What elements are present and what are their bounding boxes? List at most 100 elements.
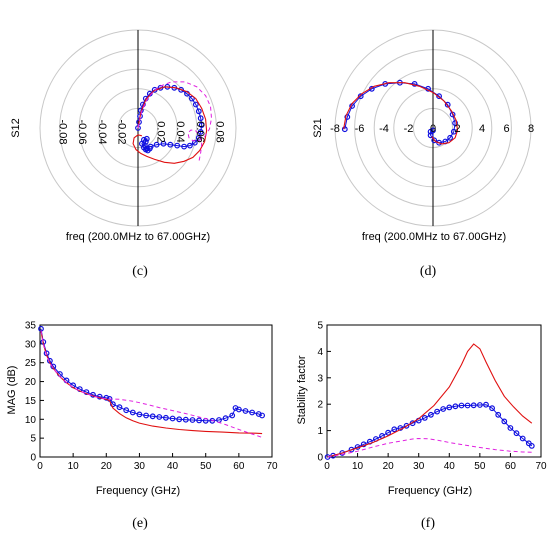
data-point-measured-35 xyxy=(242,408,249,414)
data-point-measured-24 xyxy=(176,416,183,423)
x-tick-label: 50 xyxy=(200,461,212,472)
x-axis-label: Frequency (GHz) xyxy=(388,485,472,497)
data-point-measured-23 xyxy=(470,402,477,409)
data-point-measured-20 xyxy=(430,127,436,134)
radial-tick-label: -0.04 xyxy=(96,119,108,144)
data-point-measured-38 xyxy=(259,412,266,419)
data-point-measured-22 xyxy=(162,414,169,421)
caption-c: (c) xyxy=(132,264,148,279)
panel-f-stability-chart: 0 10 20 30 40 50 60 70 0 1 2 3 4 5 Stability factor F… xyxy=(296,321,547,532)
x-tick-label: 70 xyxy=(535,461,547,472)
radial-tick-label: 0.08 xyxy=(213,121,225,142)
data-point-measured-13 xyxy=(450,128,457,135)
data-point-measured-13 xyxy=(188,95,195,102)
x-tick-label: 40 xyxy=(444,461,456,472)
data-point-measured-21 xyxy=(186,142,193,149)
radial-tick-labels: -8 -6 -4 -2 0 2 4 6 8 xyxy=(330,123,534,135)
data-point-measured-30 xyxy=(513,430,520,437)
radial-tick-label: -2 xyxy=(404,123,414,135)
data-point-measured-12 xyxy=(452,120,459,126)
data-point-measured-7 xyxy=(411,80,418,87)
data-point-measured-11 xyxy=(178,86,185,93)
x-tick-label: 60 xyxy=(505,461,517,472)
radial-tick-label: -0.06 xyxy=(76,119,88,144)
data-point-measured-3 xyxy=(357,93,364,100)
data-point-measured-17 xyxy=(434,408,441,415)
caption-f: (f) xyxy=(421,516,435,531)
series-measured-line xyxy=(327,404,533,458)
data-point-measured-9 xyxy=(436,93,443,100)
x-tick-label: 10 xyxy=(68,461,80,472)
data-point-measured-29 xyxy=(507,425,514,431)
data-point-measured-34 xyxy=(235,406,242,413)
y-tick-label: 5 xyxy=(30,434,36,445)
data-point-measured-12 xyxy=(403,422,410,429)
panel-c-s12-polar: -0.08 -0.06 -0.04 -0.02 0.02 0.04 0.06 0.08 S12… xyxy=(10,29,237,279)
radial-tick-label: -4 xyxy=(379,123,389,135)
data-point-measured-18 xyxy=(440,406,447,412)
data-point-measured-18 xyxy=(427,132,434,139)
x-tick-label: 40 xyxy=(167,461,179,472)
x-axis-label: freq (200.0MHz to 67.00GHz) xyxy=(66,231,210,243)
data-point-measured-22 xyxy=(464,402,471,409)
data-point-measured-17 xyxy=(198,122,205,128)
y-tick-label: 25 xyxy=(25,358,37,369)
data-point-measured-36 xyxy=(249,409,256,416)
data-point-measured-16 xyxy=(436,139,443,146)
data-point-measured-15 xyxy=(421,415,428,421)
series-layer xyxy=(324,343,535,460)
y-axis-label: S21 xyxy=(312,118,324,138)
x-tick-label: 70 xyxy=(266,461,278,472)
data-point-measured-21 xyxy=(156,414,163,420)
radial-tick-label: -0.02 xyxy=(115,119,127,144)
data-point-measured-37 xyxy=(146,145,153,152)
y-tick-label: 2 xyxy=(317,400,323,411)
y-tick-label: 10 xyxy=(25,415,37,426)
caption-d: (d) xyxy=(420,264,437,279)
y-axis-label: S12 xyxy=(10,118,22,138)
data-point-measured-1 xyxy=(344,114,351,120)
data-point-measured-25 xyxy=(160,140,167,147)
y-tick-label: 0 xyxy=(30,453,36,464)
x-tick-label: 30 xyxy=(134,461,146,472)
data-point-measured-24 xyxy=(167,141,174,148)
data-point-measured-9 xyxy=(83,389,90,396)
data-point-measured-14 xyxy=(192,101,199,108)
data-point-measured-0 xyxy=(341,126,348,133)
y-tick-label: 0 xyxy=(317,453,323,464)
data-point-measured-26 xyxy=(189,417,196,423)
data-point-measured-15 xyxy=(195,108,202,115)
radial-tick-label: 0.06 xyxy=(194,121,206,142)
axes: 0 10 20 30 40 50 60 70 0 5 10 15 20 25 30 35 xyxy=(25,321,278,473)
data-point-measured-16 xyxy=(123,407,130,414)
radial-tick-label: -0.08 xyxy=(57,119,69,144)
data-point-measured-33 xyxy=(528,443,535,449)
data-point-measured-9 xyxy=(385,429,392,436)
y-tick-label: 5 xyxy=(317,321,323,332)
y-tick-label: 35 xyxy=(25,321,37,332)
data-point-measured-28 xyxy=(501,418,508,425)
x-tick-label: 30 xyxy=(413,461,425,472)
data-point-measured-5 xyxy=(360,441,367,448)
data-point-measured-17 xyxy=(129,409,136,416)
data-point-measured-18 xyxy=(197,128,204,135)
data-point-measured-21 xyxy=(458,402,465,409)
y-axis-label: MAG (dB) xyxy=(6,366,18,415)
radial-tick-label: 6 xyxy=(503,123,509,135)
series-model-line xyxy=(132,86,208,164)
x-axis-label: Frequency (GHz) xyxy=(96,485,180,497)
y-tick-label: 1 xyxy=(317,426,323,437)
x-tick-label: 50 xyxy=(474,461,486,472)
x-tick-label: 10 xyxy=(352,461,364,472)
data-point-measured-26 xyxy=(489,405,496,412)
data-point-measured-31 xyxy=(519,435,526,442)
data-point-measured-14 xyxy=(447,134,454,141)
axes: 0 10 20 30 40 50 60 70 0 1 2 3 4 5 xyxy=(317,321,547,473)
data-point-measured-31 xyxy=(222,415,229,422)
x-tick-label: 0 xyxy=(324,461,330,472)
x-axis-label: freq (200.0MHz to 67.00GHz) xyxy=(362,231,506,243)
data-point-measured-17 xyxy=(431,137,438,144)
data-point-measured-16 xyxy=(197,115,204,122)
x-tick-label: 20 xyxy=(383,461,395,472)
y-tick-label: 30 xyxy=(25,339,37,350)
